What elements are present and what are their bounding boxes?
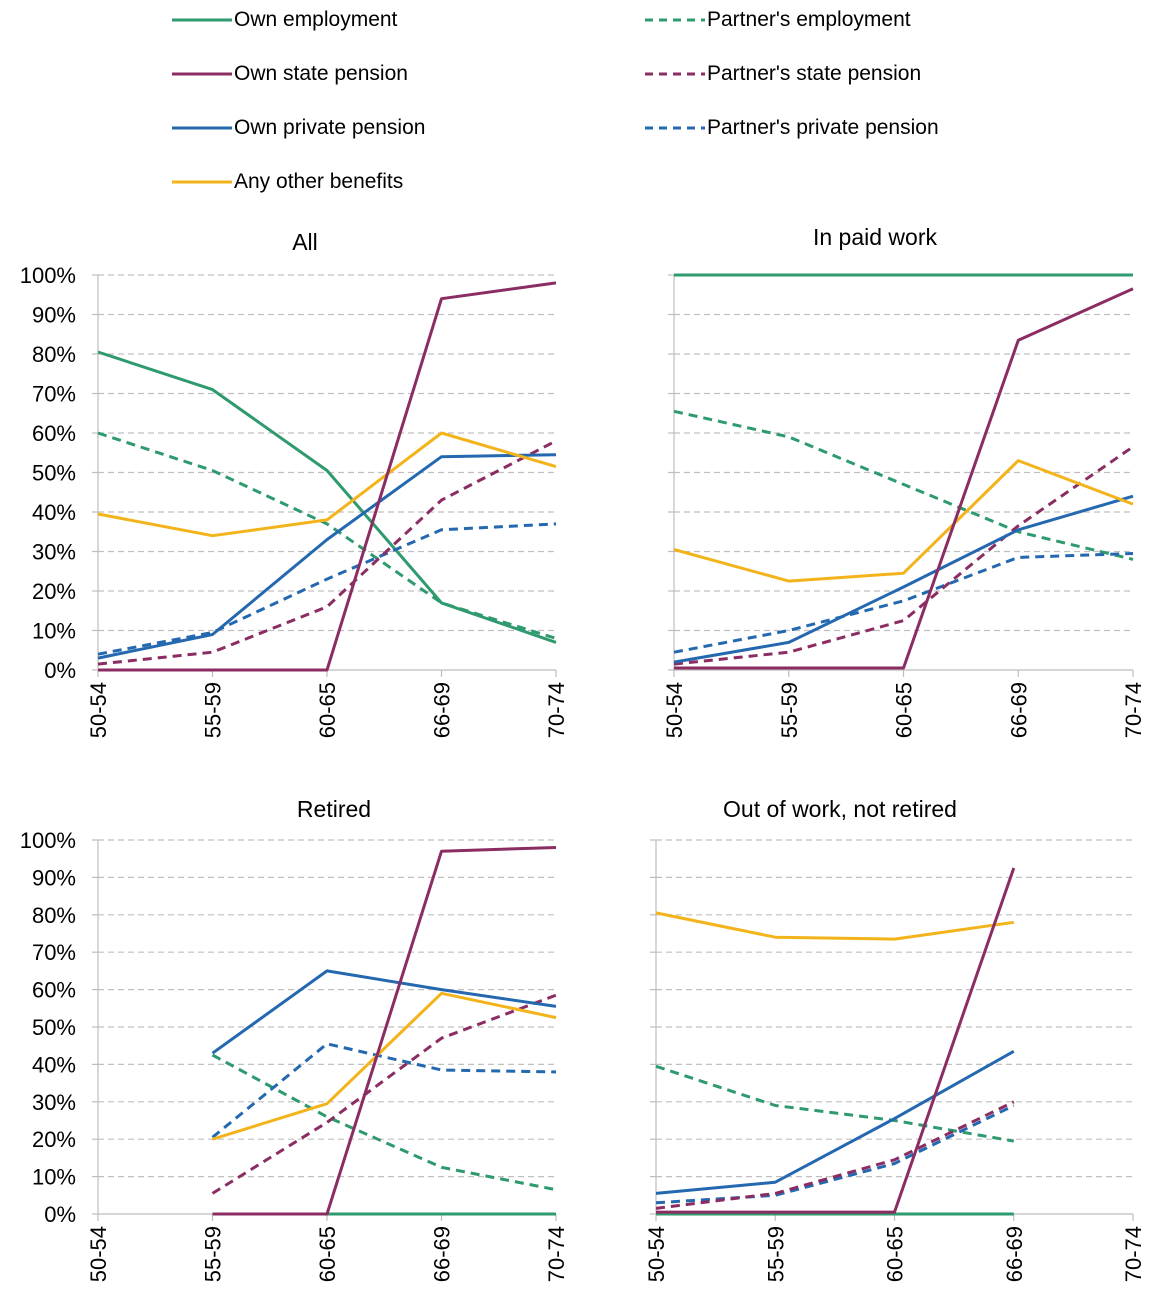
legend-swatch <box>645 72 705 76</box>
series-line-partner-s-employment <box>97 431 557 640</box>
y-tick-label: 80% <box>32 903 76 928</box>
y-tick-label: 90% <box>32 865 76 890</box>
chart-title: Retired <box>297 796 371 822</box>
legend-swatch <box>172 126 232 130</box>
series-line-partner-s-private-pension <box>211 1042 557 1139</box>
series-line-partner-s-employment <box>211 1053 557 1192</box>
x-tick-label: 66-69 <box>430 682 455 738</box>
chart-panel-in-paid-work: In paid work 50-54 55-59 60-65 66-69 70-74 <box>662 224 1146 738</box>
y-tick-label: 40% <box>32 500 76 525</box>
series-line-any-other-benefits <box>673 459 1134 583</box>
y-tick-label: 60% <box>32 421 76 446</box>
x-tick-label: 50-54 <box>662 682 687 738</box>
legend-item-any-other-benefits: Any other benefits <box>172 170 403 194</box>
legend-item-partner-s-private-pension: Partner's private pension <box>645 116 939 140</box>
series-line-any-other-benefits <box>97 431 557 538</box>
chart-title: In paid work <box>813 224 938 250</box>
x-tick-label: 55-59 <box>763 1226 788 1282</box>
legend-label: Partner's private pension <box>707 116 939 139</box>
series-line-partner-s-state-pension <box>655 1100 1015 1210</box>
y-tick-label: 100% <box>20 828 76 853</box>
series-line-partner-s-state-pension <box>97 439 557 666</box>
x-tick-label: 60-65 <box>315 1226 340 1282</box>
chart-panel-retired: Retired 0% 10% 20% 30% 40% 50% 60% 70% 80% 90% 100%… <box>20 796 569 1282</box>
legend-item-own-employment: Own employment <box>172 8 397 32</box>
legend-item-partner-s-employment: Partner's employment <box>645 8 911 32</box>
series-line-partner-s-private-pension <box>673 552 1134 654</box>
legend-swatch <box>172 72 232 76</box>
series-line-any-other-benefits <box>212 991 557 1141</box>
series-line-partner-s-state-pension <box>673 445 1134 666</box>
legend-item-partner-s-state-pension: Partner's state pension <box>645 62 921 86</box>
y-tick-label: 60% <box>32 978 76 1003</box>
x-tick-label: 70-74 <box>544 682 569 738</box>
series-line-own-private-pension <box>211 969 557 1055</box>
legend-swatch <box>645 18 705 22</box>
x-tick-label: 60-65 <box>315 682 340 738</box>
series-line-own-private-pension <box>97 453 557 660</box>
x-tick-label: 50-54 <box>644 1226 669 1282</box>
y-tick-label: 20% <box>32 579 76 604</box>
x-tick-label: 60-65 <box>883 1226 908 1282</box>
series-line-own-employment <box>97 350 557 644</box>
y-tick-label: 100% <box>20 263 76 288</box>
legend-label: Partner's employment <box>707 8 911 31</box>
legend-label: Own private pension <box>234 116 426 139</box>
y-tick-label: 10% <box>32 619 76 644</box>
y-tick-label: 30% <box>32 540 76 565</box>
series-line-own-state-pension <box>674 287 1134 670</box>
series-line-any-other-benefits <box>655 911 1015 941</box>
series-line-own-private-pension <box>673 494 1134 664</box>
y-tick-label: 70% <box>32 382 76 407</box>
x-tick-label: 50-54 <box>86 682 111 738</box>
series-line-partner-s-state-pension <box>211 993 557 1195</box>
y-tick-label: 70% <box>32 940 76 965</box>
legend-swatch <box>172 180 232 184</box>
y-tick-label: 10% <box>32 1165 76 1190</box>
y-tick-label: 0% <box>44 1202 76 1227</box>
legend-label: Any other benefits <box>234 170 404 193</box>
y-tick-label: 80% <box>32 342 76 367</box>
y-tick-label: 40% <box>32 1052 76 1077</box>
y-tick-label: 0% <box>44 658 76 683</box>
legend-swatch <box>172 18 232 22</box>
series-line-partner-s-employment <box>655 1064 1015 1143</box>
series-line-own-state-pension <box>212 846 557 1216</box>
chart-panel-all: All 0% 10% 20% 30% 40% 50% 60% 70% 80% 90% 100% 50-5… <box>20 229 569 738</box>
chart-title: Out of work, not retired <box>723 796 957 822</box>
y-tick-label: 90% <box>32 303 76 328</box>
x-tick-label: 55-59 <box>201 682 226 738</box>
x-tick-label: 66-69 <box>430 1226 455 1282</box>
x-tick-label: 50-54 <box>86 1226 111 1282</box>
series-line-partner-s-private-pension <box>97 522 557 656</box>
x-tick-label: 60-65 <box>892 682 917 738</box>
y-tick-label: 30% <box>32 1090 76 1115</box>
series-line-own-state-pension <box>656 867 1016 1214</box>
legend-swatch <box>645 126 705 130</box>
legend-label: Own state pension <box>234 62 408 85</box>
series-line-own-private-pension <box>655 1049 1015 1195</box>
x-tick-label: 55-59 <box>777 682 802 738</box>
series-line-partner-s-employment <box>673 409 1134 561</box>
x-tick-label: 55-59 <box>201 1226 226 1282</box>
series-line-partner-s-private-pension <box>655 1104 1015 1205</box>
legend-label: Partner's state pension <box>707 62 922 85</box>
series-line-own-state-pension <box>98 281 557 672</box>
chart-legend: Own employment Partner's employment Own st… <box>0 0 1152 200</box>
x-tick-label: 70-74 <box>544 1226 569 1282</box>
x-tick-label: 70-74 <box>1121 682 1146 738</box>
x-tick-label: 70-74 <box>1121 1226 1146 1282</box>
legend-label: Own employment <box>234 8 398 31</box>
x-tick-label: 66-69 <box>1006 682 1031 738</box>
legend-item-own-private-pension: Own private pension <box>172 116 425 140</box>
chart-panel-out-of-work-not-retired: Out of work, not retired 50-54 55-59 60-65 6… <box>644 796 1146 1282</box>
legend-item-own-state-pension: Own state pension <box>172 62 408 86</box>
y-tick-label: 20% <box>32 1127 76 1152</box>
x-tick-label: 66-69 <box>1002 1226 1027 1282</box>
chart-title: All <box>292 229 318 255</box>
y-tick-label: 50% <box>32 1015 76 1040</box>
y-tick-label: 50% <box>32 461 76 486</box>
